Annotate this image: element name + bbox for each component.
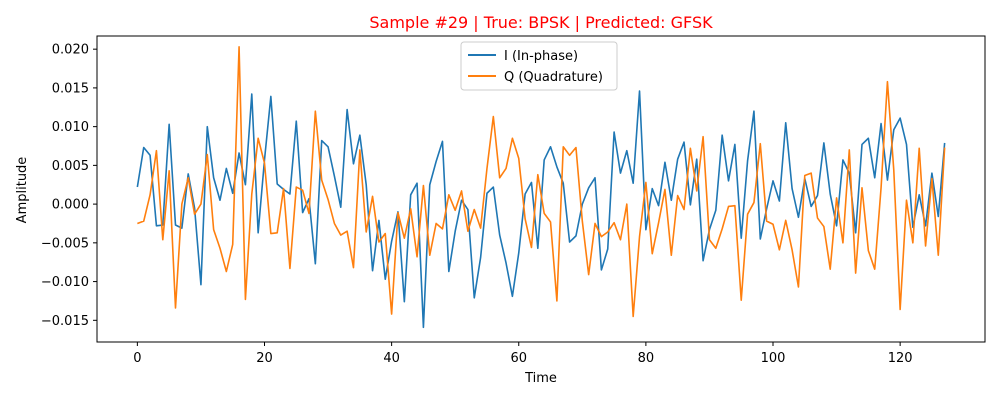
legend-label-i: I (In-phase): [504, 49, 578, 64]
plot-frame: [96, 35, 986, 343]
x-tick-label: 120: [888, 351, 913, 366]
legend-label-q: Q (Quadrature): [504, 70, 603, 85]
y-tick-label: 0.000: [52, 198, 89, 213]
y-axis-ticks: −0.015 −0.010 −0.005 0.000 0.005 0.010 0.015 0.…: [41, 43, 97, 329]
legend: I (In-phase) Q (Quadrature): [460, 41, 618, 91]
x-axis-ticks: 0 20 40 60 80 100 120: [133, 342, 913, 366]
y-tick-label: −0.015: [41, 314, 89, 329]
x-tick-label: 20: [256, 351, 273, 366]
y-tick-label: 0.020: [52, 43, 89, 58]
series-line-q: [137, 46, 946, 318]
chart-title: Sample #29 | True: BPSK | Predicted: GFS…: [369, 13, 713, 32]
x-tick-label: 100: [761, 351, 786, 366]
x-axis-label: Time: [524, 371, 557, 386]
legend-box: [460, 41, 618, 91]
x-tick-label: 0: [133, 351, 141, 366]
series-lines: [136, 46, 946, 329]
y-axis-label: Amplitude: [15, 157, 30, 224]
x-tick-label: 80: [638, 351, 655, 366]
y-tick-label: −0.005: [41, 236, 89, 251]
y-tick-label: 0.015: [52, 81, 89, 96]
y-tick-label: −0.010: [41, 275, 89, 290]
x-tick-label: 60: [510, 351, 527, 366]
x-tick-label: 40: [383, 351, 400, 366]
y-tick-label: 0.010: [52, 120, 89, 135]
series-line-i: [136, 90, 946, 329]
y-tick-label: 0.005: [52, 159, 89, 174]
